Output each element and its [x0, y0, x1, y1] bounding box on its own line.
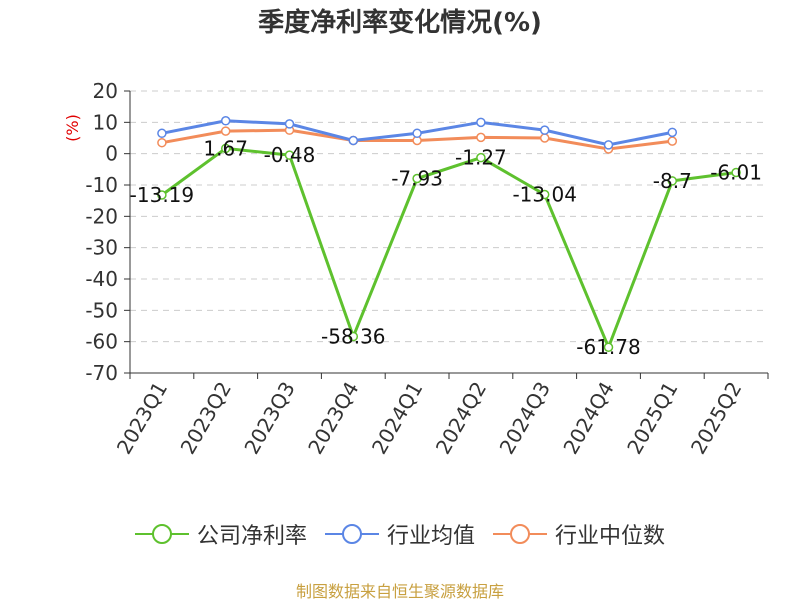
y-tick-label: -40 [85, 267, 118, 291]
company-series-point [284, 150, 295, 160]
industry-median-series-point [157, 137, 167, 148]
x-tick-label: 2023Q1 [112, 378, 172, 459]
industry-average-series-point [348, 135, 359, 146]
legend-label: 公司净利率 [196, 524, 307, 549]
data-label: -13.19 [130, 183, 194, 207]
data-label: 1.67 [203, 136, 248, 160]
legend-industry-median[interactable]: 行业中位数 [493, 518, 665, 550]
x-tick-label: 2023Q3 [239, 378, 299, 459]
data-label: -6.01 [710, 160, 762, 184]
y-tick-label: 0 [105, 142, 118, 166]
data-label: -0.48 [264, 143, 316, 167]
industry-average-series-point [412, 128, 422, 139]
industry-median-series-point [539, 133, 550, 143]
industry-average-series-point [284, 119, 295, 129]
company-series-point [667, 176, 678, 186]
industry-average-series-point [539, 125, 550, 135]
company-series-point [476, 152, 486, 163]
x-tick-label: 2024Q1 [367, 378, 427, 459]
y-tick-label: -10 [85, 173, 118, 197]
x-tick-label: 2024Q2 [431, 378, 491, 459]
company-series-point [220, 143, 231, 154]
y-tick-label: 10 [93, 110, 118, 134]
legend-company[interactable]: 公司净利率 [134, 518, 307, 550]
source-note: 制图数据来自恒生聚源数据库 [295, 582, 504, 601]
company-series-line [161, 146, 737, 352]
data-label: -7.93 [391, 167, 443, 191]
y-tick-label: -30 [85, 236, 118, 260]
x-tick-label: 2024Q3 [495, 378, 555, 459]
y-tick-label: -60 [85, 330, 118, 354]
company-series-point [157, 190, 167, 200]
x-tick-label: 2023Q4 [303, 378, 363, 459]
legend-line-circle-icon [493, 524, 547, 544]
industry-average-series-point [667, 127, 678, 138]
company-series-point [348, 331, 359, 342]
legend-line-circle-icon [324, 524, 379, 544]
data-label: -8.7 [653, 169, 692, 193]
industry-median-series-point [476, 132, 486, 143]
industry-median-series-point [220, 126, 231, 136]
industry-average-series-point [220, 116, 231, 126]
data-label: -61.78 [576, 335, 640, 359]
company-series-point [539, 189, 550, 200]
x-tick-label: 2025Q1 [622, 378, 682, 459]
x-tick-label: 2025Q2 [686, 378, 746, 459]
legend-line-circle-icon [134, 524, 189, 544]
industry-average-series-point [157, 128, 167, 139]
x-tick-label: 2023Q2 [176, 378, 236, 459]
legend-industry-average[interactable]: 行业均值 [324, 518, 475, 550]
legend-label: 行业中位数 [555, 524, 666, 549]
y-tick-label: -20 [85, 204, 118, 228]
company-series-point [603, 342, 614, 352]
x-tick-label: 2024Q4 [558, 378, 618, 459]
company-series-point [412, 173, 422, 184]
industry-average-series-point [476, 117, 486, 128]
y-tick-label: -50 [85, 298, 118, 322]
chart-title: 季度净利率变化情况(%) [258, 8, 542, 38]
legend-label: 行业均值 [386, 524, 475, 549]
legend: 公司净利率 行业均值 行业中位数 [0, 518, 800, 550]
data-label: -1.27 [455, 146, 507, 170]
industry-average-series-point [603, 140, 614, 150]
industry-median-series-point [667, 136, 678, 146]
data-label: -13.04 [512, 183, 576, 207]
y-tick-label: -70 [85, 361, 118, 385]
y-tick-label: 20 [93, 79, 118, 103]
y-axis-label: (%) [63, 114, 82, 142]
company-series-point [731, 167, 741, 178]
data-label: -58.36 [321, 325, 385, 349]
